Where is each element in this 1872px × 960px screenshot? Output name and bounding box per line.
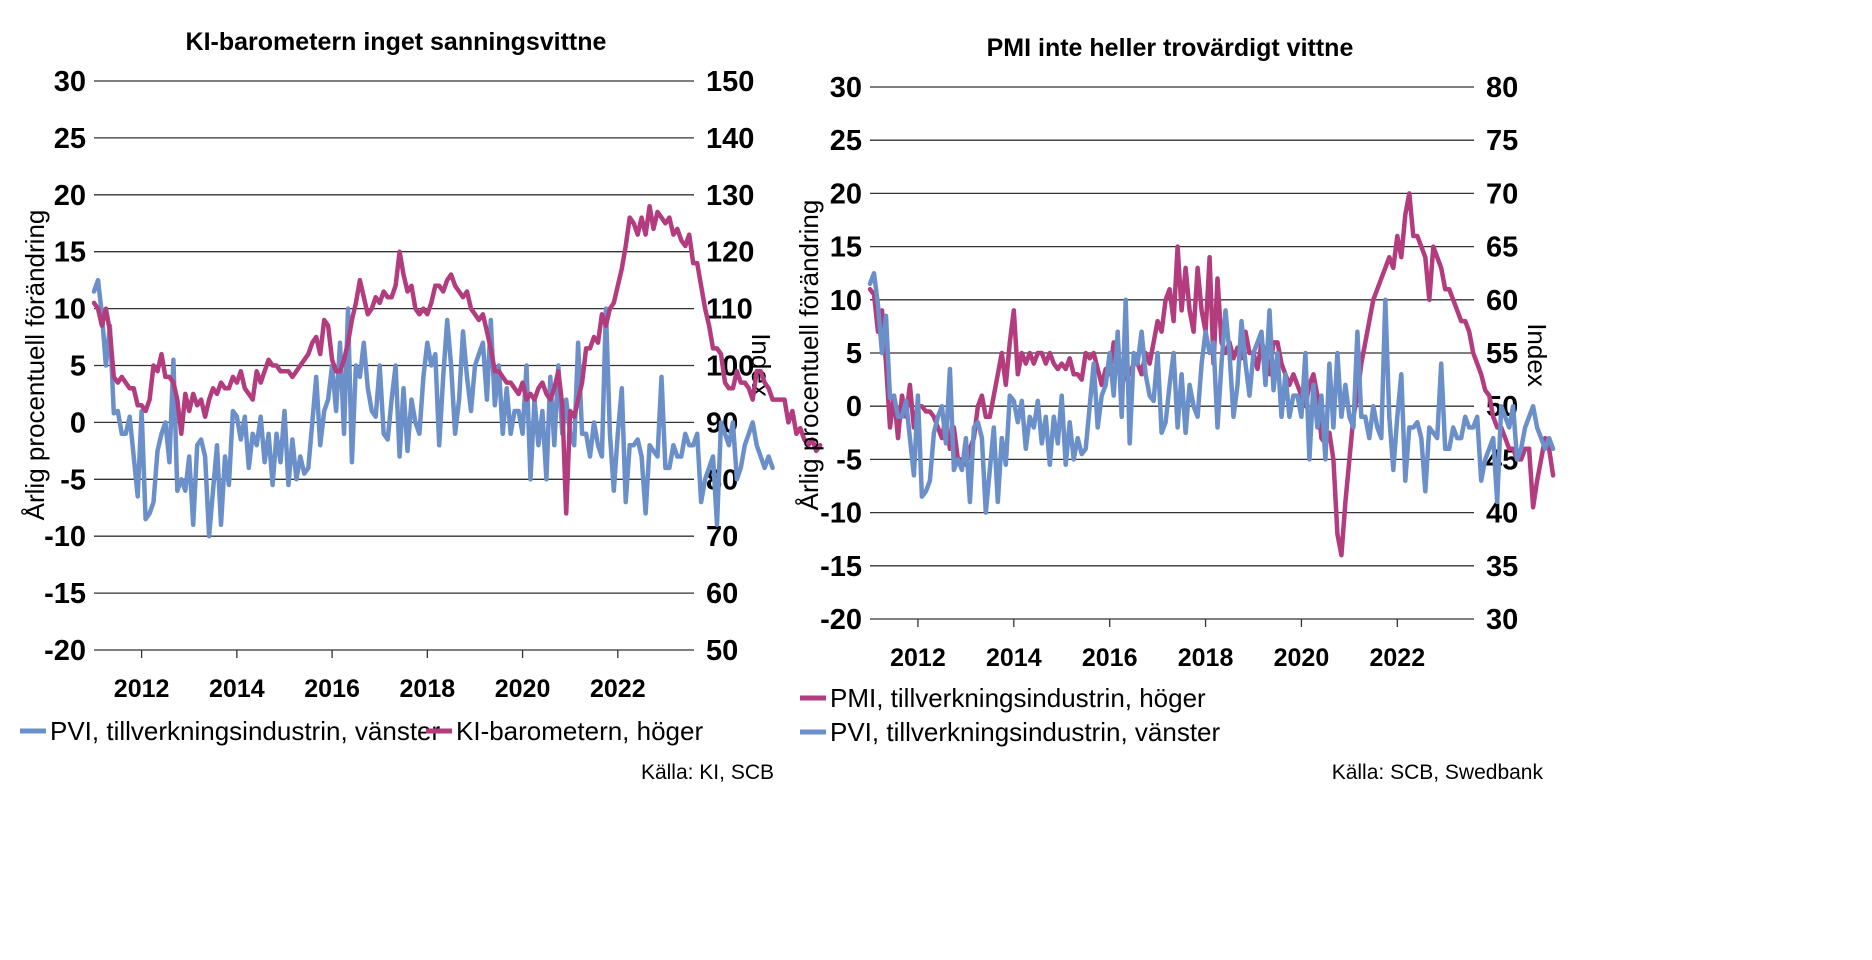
left-y2-tick-label: 60 bbox=[706, 578, 738, 610]
right-y-tick-label: -20 bbox=[820, 604, 862, 636]
left-y2-tick-label: 100 bbox=[706, 351, 754, 383]
right-source-note: Källa: SCB, Swedbank bbox=[1332, 761, 1544, 784]
right-x-tick-label: 2012 bbox=[890, 644, 946, 672]
right-pvi-series-line bbox=[867, 270, 1556, 515]
right-legend-label-1: PVI, tillverkningsindustrin, vänster bbox=[830, 717, 1221, 747]
left-y-tick-label: 0 bbox=[70, 407, 86, 439]
left-y-tick-label: 10 bbox=[54, 294, 86, 326]
left-y2-tick-label: 80 bbox=[706, 464, 738, 496]
left-source-note: Källa: KI, SCB bbox=[641, 761, 774, 784]
left-y-axis-label: Årlig procentuell förändring bbox=[20, 210, 50, 521]
left-y2-tick-label: 70 bbox=[706, 521, 738, 553]
left-y2-tick-label: 150 bbox=[706, 66, 754, 98]
right-y2-tick-label: 75 bbox=[1486, 125, 1518, 157]
right-y-tick-label: -5 bbox=[836, 444, 862, 476]
left-y2-tick-label: 130 bbox=[706, 180, 754, 212]
left-y-tick-label: -10 bbox=[44, 521, 86, 553]
left-y-tick-label: 15 bbox=[54, 237, 86, 269]
right-y-tick-label: 5 bbox=[846, 338, 862, 370]
right-y2-axis-label: Index bbox=[1522, 323, 1552, 387]
left-legend-label-0: PVI, tillverkningsindustrin, vänster bbox=[50, 716, 441, 746]
left-x-tick-label: 2014 bbox=[209, 675, 265, 703]
right-x-tick-label: 2020 bbox=[1274, 644, 1330, 672]
right-y2-tick-label: 70 bbox=[1486, 178, 1518, 210]
right-y-tick-label: 10 bbox=[830, 285, 862, 317]
right-y2-tick-label: 65 bbox=[1486, 232, 1518, 264]
left-x-tick-label: 2020 bbox=[495, 675, 551, 703]
right-y-axis-label: Årlig procentuell förändring bbox=[794, 200, 824, 511]
left-legend-label-1: KI-barometern, höger bbox=[456, 716, 703, 746]
left-x-tick-label: 2018 bbox=[400, 675, 456, 703]
right-y2-tick-label: 35 bbox=[1486, 551, 1518, 583]
right-y-tick-label: -15 bbox=[820, 551, 862, 583]
left-y2-tick-label: 120 bbox=[706, 237, 754, 269]
right-y2-tick-label: 80 bbox=[1486, 72, 1518, 104]
right-y2-tick-label: 60 bbox=[1486, 285, 1518, 317]
right-pmi-series-line bbox=[867, 191, 1556, 558]
left-y-tick-label: -5 bbox=[60, 464, 86, 496]
right-chart-title: PMI inte heller trovärdigt vittne bbox=[987, 34, 1354, 62]
right-x-tick-label: 2022 bbox=[1369, 644, 1425, 672]
right-y2-tick-label: 40 bbox=[1486, 498, 1518, 530]
right-x-tick-label: 2016 bbox=[1082, 644, 1138, 672]
right-y-tick-label: -10 bbox=[820, 498, 862, 530]
left-x-tick-label: 2012 bbox=[114, 675, 170, 703]
right-y-tick-label: 0 bbox=[846, 391, 862, 423]
left-y2-tick-label: 110 bbox=[706, 294, 753, 326]
left-y-tick-label: 20 bbox=[54, 180, 86, 212]
right-y2-tick-label: 55 bbox=[1486, 338, 1518, 370]
left-y-tick-label: 5 bbox=[70, 351, 86, 383]
right-y2-tick-label: 30 bbox=[1486, 604, 1518, 636]
left-y2-tick-label: 50 bbox=[706, 635, 738, 667]
left-y2-tick-label: 140 bbox=[706, 123, 754, 155]
right-y-tick-label: 15 bbox=[830, 232, 862, 264]
right-x-tick-label: 2014 bbox=[986, 644, 1042, 672]
left-y2-axis-label: Index bbox=[746, 333, 776, 397]
left-chart-title: KI-barometern inget sanningsvittne bbox=[186, 28, 607, 56]
left-y-tick-label: -15 bbox=[44, 578, 86, 610]
left-ki-barometern-series-line bbox=[91, 203, 823, 516]
left-y-tick-label: 30 bbox=[54, 66, 86, 98]
left-y-tick-label: 25 bbox=[54, 123, 86, 155]
left-y-tick-label: -20 bbox=[44, 635, 86, 667]
left-x-tick-label: 2016 bbox=[304, 675, 360, 703]
right-y-tick-label: 25 bbox=[830, 125, 862, 157]
right-x-tick-label: 2018 bbox=[1178, 644, 1234, 672]
left-x-tick-label: 2022 bbox=[590, 675, 646, 703]
right-y-tick-label: 30 bbox=[830, 72, 862, 104]
left-pvi-series-line bbox=[91, 277, 775, 539]
right-legend-label-0: PMI, tillverkningsindustrin, höger bbox=[830, 683, 1206, 713]
right-y-tick-label: 20 bbox=[830, 178, 862, 210]
